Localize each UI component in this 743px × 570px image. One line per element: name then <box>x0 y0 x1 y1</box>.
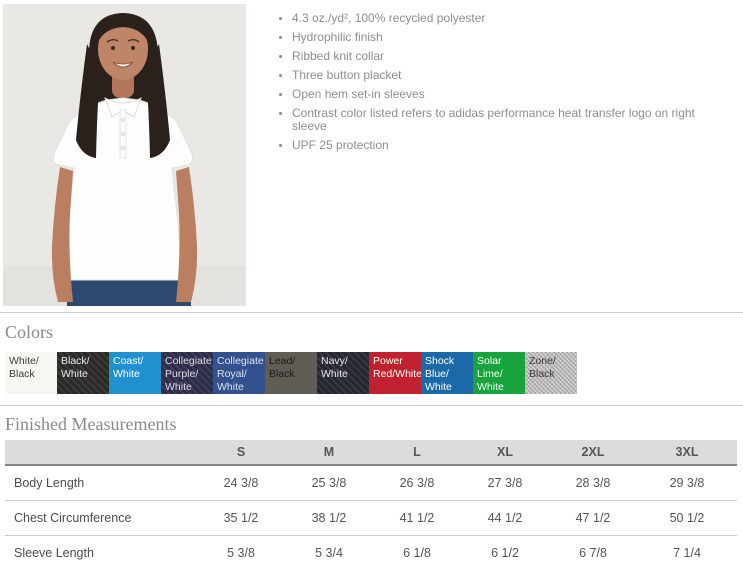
product-photo[interactable] <box>3 4 246 306</box>
measurement-value: 44 1/2 <box>487 510 523 525</box>
color-swatch-row: White/ Black Black/ White Coast/ White Coll… <box>5 352 577 394</box>
feature-item: Ribbed knit collar <box>292 50 701 63</box>
color-swatch[interactable]: Navy/ White <box>317 352 369 394</box>
measurement-value: 7 1/4 <box>673 545 701 560</box>
size-column-header: XL <box>461 440 549 466</box>
size-column-header: S <box>197 440 285 466</box>
color-swatch-label: Black/ White <box>61 355 90 380</box>
measurement-value: 29 3/8 <box>669 475 705 490</box>
divider <box>0 405 743 406</box>
size-column-header: L <box>373 440 461 466</box>
size-column-header: M <box>285 440 373 466</box>
collar-shape <box>104 96 142 118</box>
measurement-value: 38 1/2 <box>311 510 347 525</box>
measurement-value: 47 1/2 <box>575 510 611 525</box>
feature-list: 4.3 oz./yd², 100% recycled polyester Hydr… <box>277 6 701 152</box>
measurement-row-label: Sleeve Length <box>14 545 94 560</box>
color-swatch[interactable]: Collegiate Royal/ White <box>213 352 265 394</box>
color-swatch-label: White/ Black <box>9 355 39 380</box>
colors-section-title: Colors <box>5 322 54 342</box>
color-swatch-label: Zone/ Black <box>529 355 556 380</box>
measurement-row-label: Body Length <box>14 475 85 490</box>
measurement-value: 6 1/8 <box>403 545 431 560</box>
size-header-row: S M L XL 2XL 3XL <box>5 440 737 466</box>
feature-list-section: 4.3 oz./yd², 100% recycled polyester Hydr… <box>277 6 701 158</box>
size-column-header: 3XL <box>637 440 737 466</box>
measurement-value: 41 1/2 <box>399 510 435 525</box>
color-swatch-label: Shock Blue/ White <box>425 355 455 393</box>
color-swatch-label: Collegiate Purple/ White <box>165 355 212 393</box>
feature-item: Hydrophilic finish <box>292 31 701 44</box>
color-swatch-label: Power Red/White <box>373 355 421 380</box>
pants-shape <box>67 280 191 306</box>
color-swatch-label: Solar Lime/ White <box>477 355 504 393</box>
measurements-table-body: Body Length 24 3/8 25 3/8 26 3/8 27 3/8 28 3/… <box>5 465 737 570</box>
measurement-row: Sleeve Length 5 3/8 5 3/4 6 1/8 6 1/2 6 7/8 7 … <box>5 535 737 570</box>
measurement-row-label: Chest Circumference <box>14 510 132 525</box>
color-swatch[interactable]: Zone/ Black <box>525 352 577 394</box>
color-swatch[interactable]: Lead/ Black <box>265 352 317 394</box>
left-arm-shape <box>51 167 73 302</box>
measurements-section-title: Finished Measurements <box>5 414 177 434</box>
measurement-value: 24 3/8 <box>223 475 259 490</box>
model-photo-illustration <box>3 4 246 306</box>
measurement-label-header <box>5 440 197 466</box>
measurement-value: 5 3/4 <box>315 545 343 560</box>
color-swatch-label: Coast/ White <box>113 355 144 380</box>
measurements-table: S M L XL 2XL 3XL Body Length 24 3/8 25 3/8 26 3/… <box>5 440 737 570</box>
feature-item: 4.3 oz./yd², 100% recycled polyester <box>292 12 701 25</box>
measurement-row: Body Length 24 3/8 25 3/8 26 3/8 27 3/8 28 3/… <box>5 465 737 500</box>
color-swatch[interactable]: Coast/ White <box>109 352 161 394</box>
measurement-value: 6 1/2 <box>491 545 519 560</box>
color-swatch-label: Lead/ Black <box>269 355 296 380</box>
color-swatch[interactable]: Shock Blue/ White <box>421 352 473 394</box>
measurement-value: 28 3/8 <box>575 475 611 490</box>
measurement-value: 35 1/2 <box>223 510 259 525</box>
feature-item: Contrast color listed refers to adidas p… <box>292 107 701 133</box>
color-swatch[interactable]: Collegiate Purple/ White <box>161 352 213 394</box>
measurement-value: 25 3/8 <box>311 475 347 490</box>
measurement-value: 6 7/8 <box>579 545 607 560</box>
right-arm-shape <box>176 167 198 302</box>
measurement-value: 5 3/8 <box>227 545 255 560</box>
feature-item: Open hem set-in sleeves <box>292 88 701 101</box>
feature-item: UPF 25 protection <box>292 139 701 152</box>
color-swatch[interactable]: White/ Black <box>5 352 57 394</box>
measurement-value: 50 1/2 <box>669 510 705 525</box>
size-column-header: 2XL <box>549 440 637 466</box>
measurement-value: 26 3/8 <box>399 475 435 490</box>
color-swatch-label: Navy/ White <box>321 355 348 380</box>
color-swatch-label: Collegiate Royal/ White <box>217 355 264 393</box>
measurement-value: 27 3/8 <box>487 475 523 490</box>
feature-item: Three button placket <box>292 69 701 82</box>
measurement-row: Chest Circumference 35 1/2 38 1/2 41 1/2 44 … <box>5 500 737 535</box>
color-swatch[interactable]: Black/ White <box>57 352 109 394</box>
divider <box>0 312 743 313</box>
color-swatch[interactable]: Power Red/White <box>369 352 421 394</box>
color-swatch[interactable]: Solar Lime/ White <box>473 352 525 394</box>
